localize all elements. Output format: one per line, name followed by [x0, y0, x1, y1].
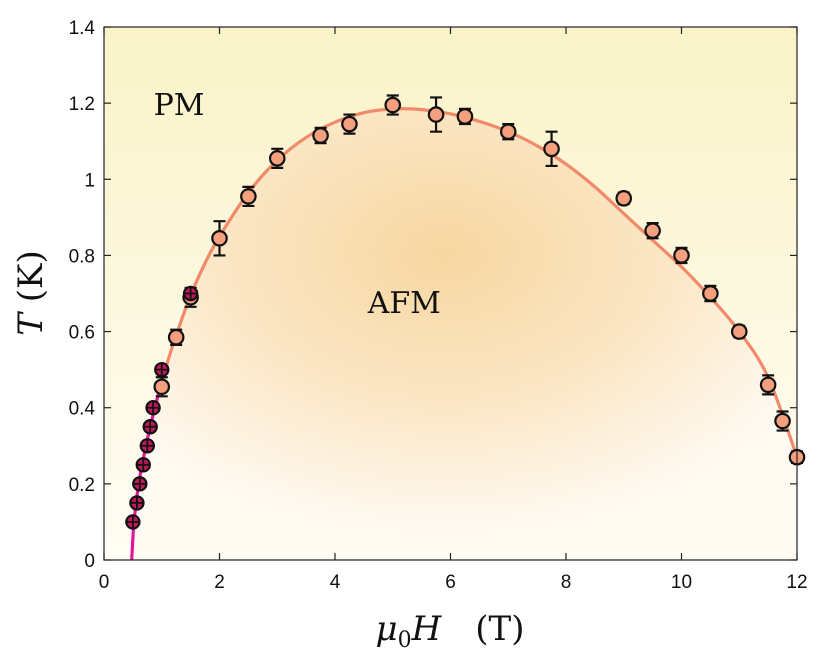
- data-point-circle: [673, 246, 690, 265]
- data-point-crossed: [132, 476, 148, 492]
- y-axis-title: T (K): [11, 250, 51, 335]
- afm-region-label: AFM: [367, 286, 441, 321]
- data-markers: [125, 94, 806, 530]
- y-tick-label: 1: [84, 170, 95, 191]
- x-axis-title: μ0H (T): [376, 609, 525, 653]
- data-marker: [730, 323, 748, 340]
- data-marker: [211, 229, 228, 247]
- data-point-crossed: [125, 514, 141, 530]
- data-point-circle: [153, 376, 171, 398]
- marker-cross: [130, 496, 143, 509]
- data-point-circle: [730, 323, 748, 340]
- data-point-circle: [167, 328, 185, 346]
- marker-cross: [155, 363, 168, 376]
- data-point-circle: [499, 122, 517, 141]
- data-point-circle: [543, 130, 560, 168]
- data-point-circle: [268, 147, 286, 169]
- y-tick-label: 0.2: [69, 475, 95, 496]
- x-tick-label: 10: [671, 572, 692, 593]
- marker-cross: [141, 439, 154, 452]
- data-point-circle: [759, 374, 777, 396]
- data-marker: [543, 140, 560, 158]
- x-tick-label: 8: [561, 572, 572, 593]
- data-point-circle: [240, 185, 257, 208]
- data-marker: [167, 328, 185, 346]
- data-marker: [312, 127, 329, 144]
- data-marker: [774, 412, 791, 430]
- y-tick-label: 1.4: [69, 18, 96, 39]
- data-marker: [759, 376, 777, 394]
- x-tick-labels: 0 2 4 6 8 10 12: [99, 572, 808, 593]
- y-tick-label: 0.6: [69, 323, 95, 344]
- marker-cross: [137, 458, 150, 471]
- marker-cross: [126, 515, 139, 528]
- data-point-circle: [427, 96, 445, 133]
- data-point-crossed: [154, 361, 170, 378]
- data-marker: [427, 106, 445, 123]
- data-point-circle: [456, 107, 474, 126]
- data-marker: [341, 115, 358, 133]
- x-tick-label: 6: [445, 572, 456, 593]
- data-point-circle: [644, 221, 661, 240]
- y-tick-label: 0.4: [69, 399, 96, 420]
- y-tick-label: 0.8: [69, 246, 95, 267]
- data-point-circle: [384, 94, 402, 116]
- data-marker: [499, 123, 517, 140]
- data-point-circle: [341, 113, 358, 135]
- data-point-crossed: [129, 495, 145, 511]
- data-point-crossed: [182, 285, 199, 302]
- data-point-circle: [312, 126, 329, 145]
- data-marker: [615, 190, 633, 207]
- data-point-circle: [211, 220, 228, 257]
- y-tick-labels: 0 0.2 0.4 0.6 0.8 1 1.2 1.4: [69, 18, 96, 572]
- y-tick-label: 0: [84, 551, 95, 572]
- plot-frame: [103, 26, 798, 561]
- x-tick-label: 12: [786, 572, 807, 593]
- data-point-crossed: [142, 419, 158, 435]
- data-point-crossed: [135, 457, 151, 473]
- data-point-circle: [615, 190, 633, 207]
- data-point-circle: [702, 284, 719, 303]
- data-marker: [673, 247, 690, 264]
- data-marker: [702, 285, 719, 302]
- data-marker: [384, 96, 402, 114]
- data-marker: [268, 150, 286, 167]
- data-point-circle: [774, 410, 791, 432]
- x-tick-label: 4: [330, 572, 341, 593]
- data-marker: [153, 378, 171, 396]
- data-point-crossed: [145, 400, 161, 416]
- data-marker: [456, 108, 474, 125]
- y-tick-label: 1.2: [69, 94, 95, 115]
- x-tick-label: 2: [214, 572, 225, 593]
- data-point-crossed: [139, 438, 156, 454]
- marker-cross: [144, 420, 157, 433]
- marker-cross: [133, 477, 146, 490]
- data-marker: [644, 222, 661, 239]
- marker-cross: [147, 401, 160, 414]
- marker-cross: [184, 287, 197, 300]
- data-marker: [240, 188, 257, 205]
- x-tick-label: 0: [99, 572, 110, 593]
- pm-region-label: PM: [154, 88, 205, 123]
